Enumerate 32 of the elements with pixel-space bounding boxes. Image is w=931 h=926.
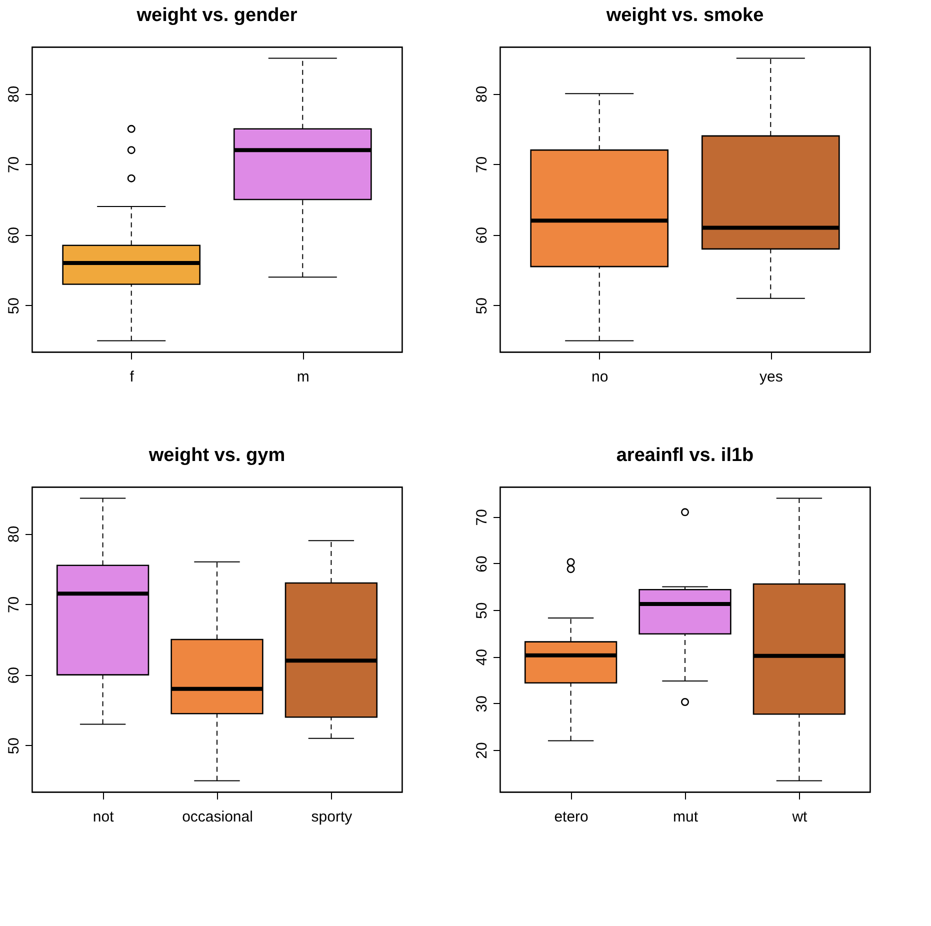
x-tick-label: wt: [791, 808, 808, 826]
y-tick-label: 80: [6, 86, 22, 102]
y-tick-label: 50: [474, 298, 490, 314]
chart-title: areainfl vs. il1b: [616, 445, 754, 466]
x-tick-label: sporty: [311, 808, 353, 826]
x-tick-label: occasional: [182, 808, 253, 826]
chart-title: weight vs. gender: [136, 5, 298, 26]
x-tick-label: f: [130, 368, 135, 386]
y-tick-label: 50: [474, 602, 490, 619]
y-tick-label: 70: [474, 156, 490, 174]
y-tick-label: 60: [474, 226, 490, 244]
y-tick-label: 80: [6, 526, 22, 542]
y-tick-label: 40: [474, 648, 490, 666]
x-tick-label: no: [592, 368, 608, 386]
x-tick-label: not: [92, 808, 115, 826]
chart-title: weight vs. smoke: [605, 5, 764, 26]
y-tick-label: 60: [6, 666, 22, 684]
y-tick-label: 70: [474, 509, 490, 526]
x-tick-label: m: [296, 368, 310, 386]
x-tick-label: yes: [759, 368, 783, 386]
y-tick-label: 50: [6, 298, 22, 314]
x-tick-label: etero: [554, 808, 588, 826]
y-tick-label: 80: [474, 86, 490, 102]
y-tick-label: 20: [474, 742, 490, 759]
y-tick-label: 60: [474, 556, 490, 572]
y-tick-label: 70: [6, 156, 22, 174]
y-tick-label: 70: [6, 596, 22, 614]
chart-title: weight vs. gym: [148, 445, 286, 466]
y-tick-label: 60: [6, 226, 22, 244]
x-tick-label: mut: [672, 808, 699, 826]
y-tick-label: 50: [6, 738, 22, 754]
y-tick-label: 30: [474, 696, 490, 712]
